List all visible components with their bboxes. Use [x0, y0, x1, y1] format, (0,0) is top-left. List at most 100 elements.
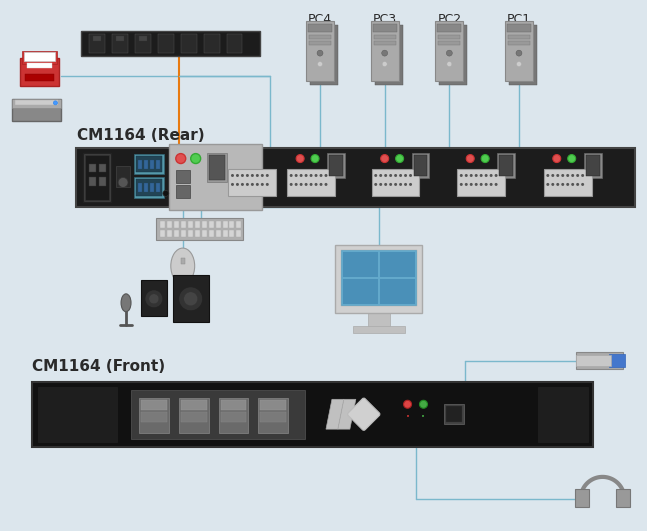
Bar: [174, 221, 179, 228]
Circle shape: [551, 174, 554, 177]
Bar: [195, 221, 200, 228]
Bar: [544, 168, 591, 196]
Bar: [221, 412, 247, 422]
Bar: [76, 148, 635, 207]
Circle shape: [399, 183, 402, 186]
Bar: [617, 489, 630, 507]
Bar: [156, 183, 160, 192]
Bar: [139, 36, 147, 41]
Bar: [131, 390, 305, 439]
Bar: [221, 400, 247, 410]
Circle shape: [490, 183, 492, 186]
Bar: [341, 250, 417, 306]
Bar: [138, 183, 142, 192]
Circle shape: [309, 174, 313, 177]
Circle shape: [479, 183, 483, 186]
Circle shape: [300, 183, 303, 186]
Circle shape: [389, 183, 392, 186]
Circle shape: [314, 174, 318, 177]
Bar: [116, 36, 124, 41]
Bar: [236, 230, 241, 237]
Bar: [174, 230, 179, 237]
Circle shape: [261, 174, 264, 177]
Bar: [609, 354, 626, 367]
Bar: [144, 183, 148, 192]
Bar: [457, 168, 505, 196]
Circle shape: [290, 174, 292, 177]
Text: CM1164 (Rear): CM1164 (Rear): [77, 128, 205, 143]
Circle shape: [179, 287, 203, 311]
Bar: [230, 221, 234, 228]
Bar: [156, 159, 160, 168]
Bar: [181, 258, 185, 264]
Bar: [310, 25, 338, 85]
Text: PC2: PC2: [437, 13, 461, 27]
Bar: [181, 221, 186, 228]
Bar: [12, 99, 61, 108]
Circle shape: [184, 292, 198, 306]
Circle shape: [251, 174, 254, 177]
Bar: [134, 177, 164, 199]
Bar: [134, 153, 164, 175]
Bar: [85, 155, 109, 200]
Circle shape: [460, 183, 463, 186]
Bar: [116, 166, 130, 187]
Circle shape: [553, 155, 561, 162]
Bar: [215, 230, 221, 237]
Bar: [223, 221, 228, 228]
Circle shape: [399, 174, 402, 177]
Circle shape: [261, 183, 264, 186]
Bar: [226, 34, 243, 53]
Bar: [497, 152, 515, 178]
Bar: [169, 144, 262, 210]
Circle shape: [551, 183, 554, 186]
Bar: [309, 35, 331, 39]
Circle shape: [256, 183, 259, 186]
Bar: [236, 221, 241, 228]
Circle shape: [470, 174, 473, 177]
Circle shape: [460, 174, 463, 177]
Bar: [439, 25, 467, 85]
Bar: [173, 275, 208, 322]
Bar: [160, 221, 165, 228]
Circle shape: [561, 174, 564, 177]
Circle shape: [567, 155, 576, 162]
Bar: [329, 155, 343, 176]
Circle shape: [384, 174, 387, 177]
Circle shape: [409, 174, 412, 177]
Bar: [136, 179, 162, 196]
Bar: [508, 35, 530, 39]
Circle shape: [320, 183, 322, 186]
Circle shape: [246, 174, 249, 177]
Bar: [83, 152, 111, 202]
Text: 3: 3: [356, 286, 364, 296]
Circle shape: [305, 174, 307, 177]
Circle shape: [320, 174, 322, 177]
Bar: [150, 159, 154, 168]
Bar: [505, 21, 533, 81]
Circle shape: [176, 153, 186, 164]
Circle shape: [149, 294, 159, 304]
Polygon shape: [338, 399, 356, 429]
Bar: [99, 177, 106, 186]
Circle shape: [266, 183, 269, 186]
Bar: [144, 159, 148, 168]
Circle shape: [231, 183, 234, 186]
Bar: [260, 412, 286, 422]
Bar: [260, 400, 286, 410]
Circle shape: [576, 183, 579, 186]
Bar: [576, 355, 611, 366]
Circle shape: [241, 183, 244, 186]
Text: CM1164 (Front): CM1164 (Front): [32, 359, 164, 374]
Bar: [378, 251, 415, 277]
Bar: [89, 34, 105, 53]
Bar: [228, 168, 276, 196]
Bar: [15, 100, 58, 105]
Bar: [38, 387, 117, 442]
Circle shape: [394, 174, 397, 177]
Circle shape: [409, 183, 412, 186]
Bar: [141, 412, 167, 422]
Circle shape: [394, 183, 397, 186]
Circle shape: [389, 174, 392, 177]
Bar: [99, 164, 106, 173]
